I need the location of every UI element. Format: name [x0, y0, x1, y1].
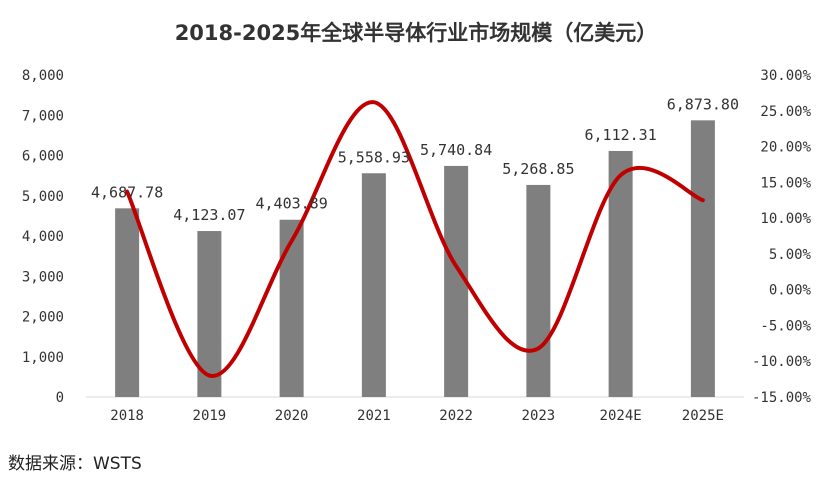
right-tick-label: 25.00% [760, 104, 811, 120]
left-axis: 0 1,000 2,000 3,000 4,000 5,000 6,000 7,000 8,00… [22, 68, 64, 406]
right-tick-label: 20.00% [760, 140, 811, 156]
x-tick-label: 2019 [193, 408, 227, 424]
right-tick-label: 5.00% [769, 247, 812, 263]
bar [361, 173, 386, 397]
source-note: 数据来源：WSTS [8, 454, 142, 474]
right-tick-label: 0.00% [769, 283, 812, 299]
bar-data-labels: 4,687.78 4,123.07 4,403.89 5,558.93 5,740.84… [91, 95, 739, 224]
right-tick-label: 15.00% [760, 175, 811, 191]
left-tick-label: 6,000 [22, 149, 64, 165]
growth-line [125, 100, 705, 378]
bar-data-label: 4,403.89 [256, 195, 328, 213]
growth-line-series [125, 100, 705, 378]
bar-data-label: 4,123.07 [173, 206, 245, 224]
chart-title: 2018-2025年全球半导体行业市场规模（亿美元） [175, 21, 658, 45]
chart: 2018-2025年全球半导体行业市场规模（亿美元） 0 1,000 2,000 3,… [22, 21, 812, 424]
bar-data-label: 5,740.84 [420, 141, 492, 159]
x-tick-label: 2021 [357, 408, 391, 424]
bar-data-label: 5,268.85 [502, 160, 574, 178]
x-tick-label: 2020 [275, 408, 309, 424]
left-tick-label: 5,000 [22, 189, 64, 205]
x-tick-label: 2023 [522, 408, 556, 424]
right-tick-label: -10.00% [752, 354, 812, 370]
bar-data-label: 6,112.31 [585, 126, 657, 144]
left-tick-label: 1,000 [22, 350, 64, 366]
bar [279, 219, 304, 397]
left-tick-label: 7,000 [22, 108, 64, 124]
left-tick-label: 4,000 [22, 229, 64, 245]
bar-series [115, 120, 715, 397]
bar [690, 120, 715, 397]
x-tick-label: 2022 [439, 408, 473, 424]
bar [115, 208, 140, 397]
left-tick-label: 0 [56, 390, 64, 406]
bar [608, 150, 633, 397]
x-tick-label: 2018 [110, 408, 144, 424]
x-tick-label: 2024E [600, 408, 642, 424]
bar-data-label: 5,558.93 [338, 148, 410, 166]
right-tick-label: 10.00% [760, 211, 811, 227]
right-tick-label: -15.00% [752, 390, 812, 406]
right-tick-label: -5.00% [760, 318, 811, 334]
left-tick-label: 2,000 [22, 310, 64, 326]
left-tick-label: 8,000 [22, 68, 64, 84]
x-axis-labels: 2018 2019 2020 2021 2022 2023 2024E 2025E [110, 408, 724, 424]
x-tick-label: 2025E [682, 408, 724, 424]
bar [526, 184, 551, 397]
left-tick-label: 3,000 [22, 269, 64, 285]
right-tick-label: 30.00% [760, 68, 811, 84]
right-axis: -15.00% -10.00% -5.00% 0.00% 5.00% 10.00% 15.0… [752, 68, 812, 406]
bar-data-label: 6,873.80 [667, 95, 739, 113]
bar-data-label: 4,687.78 [91, 183, 163, 201]
